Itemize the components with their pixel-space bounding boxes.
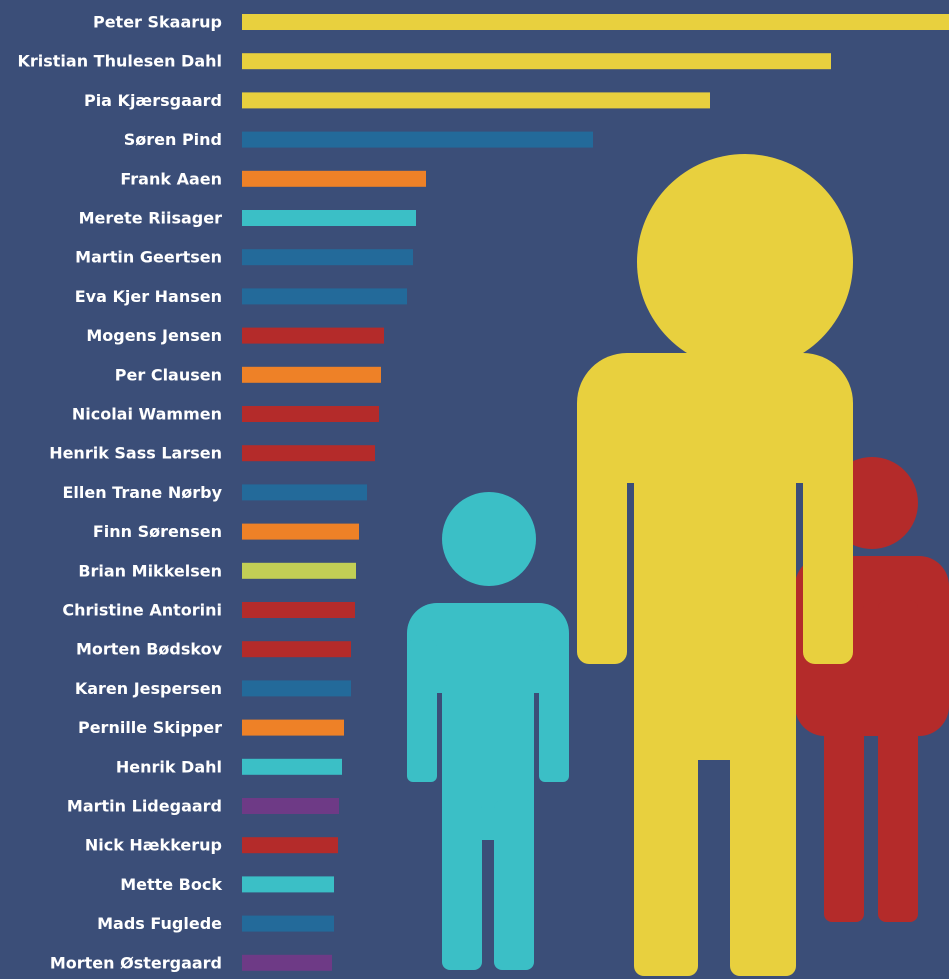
category-label: Mette Bock (120, 875, 222, 894)
category-label: Henrik Sass Larsen (49, 444, 222, 463)
bar (242, 837, 338, 853)
category-label: Brian Mikkelsen (78, 561, 222, 580)
category-label: Pia Kjærsgaard (84, 91, 222, 110)
bar (242, 406, 379, 422)
bar (242, 288, 407, 304)
bar (242, 916, 334, 932)
bar (242, 484, 367, 500)
bar (242, 680, 351, 696)
bar (242, 445, 375, 461)
category-label: Mads Fuglede (97, 914, 222, 933)
category-label: Finn Sørensen (93, 522, 222, 541)
bar (242, 563, 356, 579)
bar (242, 524, 359, 540)
category-label: Pernille Skipper (78, 718, 222, 737)
category-label: Martin Geertsen (75, 248, 222, 267)
bar (242, 210, 416, 226)
bar (242, 876, 334, 892)
chart: Peter Skaarup Kristian Thulesen Dahl Pia K… (0, 0, 949, 979)
page: Peter Skaarup Kristian Thulesen Dahl Pia K… (0, 0, 949, 979)
bar (242, 720, 344, 736)
bar (242, 328, 384, 344)
category-label: Christine Antorini (62, 601, 222, 620)
category-label: Morten Bødskov (76, 640, 223, 659)
category-label: Henrik Dahl (116, 757, 222, 776)
category-label: Ellen Trane Nørby (62, 483, 222, 502)
bar (242, 53, 831, 69)
category-label: Eva Kjer Hansen (75, 287, 222, 306)
category-label: Karen Jespersen (75, 679, 222, 698)
bar (242, 14, 949, 30)
bar (242, 602, 355, 618)
bar (242, 367, 381, 383)
category-label: Kristian Thulesen Dahl (17, 52, 222, 71)
bar (242, 641, 351, 657)
bar (242, 955, 332, 971)
bar (242, 759, 342, 775)
category-label: Peter Skaarup (93, 13, 222, 32)
category-label: Søren Pind (124, 130, 222, 149)
category-label: Mogens Jensen (86, 326, 222, 345)
bar (242, 798, 339, 814)
bar (242, 171, 426, 187)
category-label: Per Clausen (115, 365, 222, 384)
category-label: Morten Østergaard (50, 953, 222, 972)
bar (242, 132, 593, 148)
bar (242, 92, 710, 108)
category-label: Frank Aaen (120, 169, 222, 188)
bar (242, 249, 413, 265)
category-label: Martin Lidegaard (67, 797, 222, 816)
category-label: Nick Hækkerup (85, 836, 222, 855)
category-label: Merete Riisager (79, 209, 223, 228)
category-label: Nicolai Wammen (72, 405, 222, 424)
